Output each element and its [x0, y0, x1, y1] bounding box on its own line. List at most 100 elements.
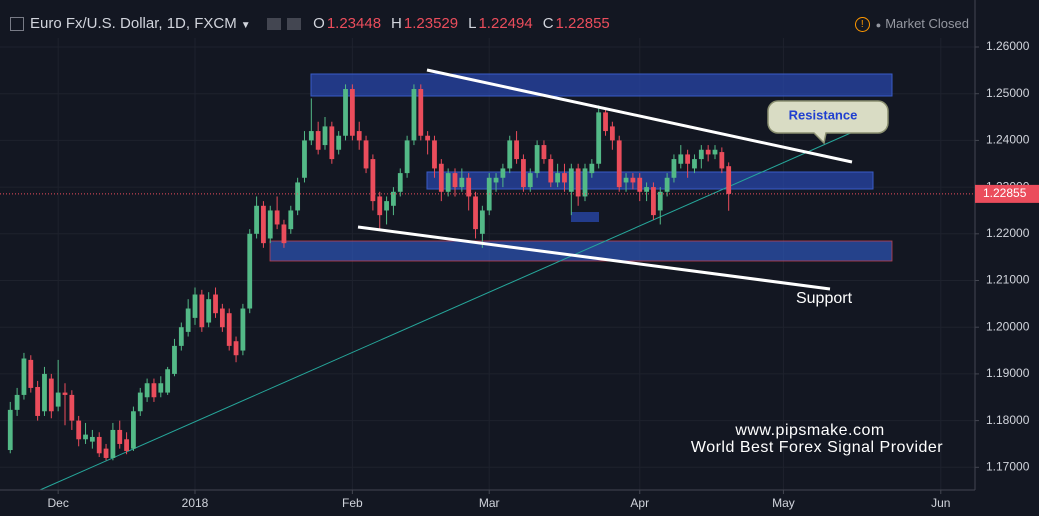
candle-body — [302, 140, 307, 178]
candle-body — [521, 159, 526, 188]
candle-body — [178, 327, 184, 346]
candle-body — [240, 308, 246, 351]
candle-body — [432, 140, 437, 169]
candle-body — [356, 131, 362, 141]
candle-body — [548, 159, 554, 183]
candles — [0, 84, 975, 461]
candle-body — [541, 145, 547, 160]
zones — [269, 73, 893, 262]
candle-body — [411, 89, 417, 141]
candle-body — [42, 373, 47, 412]
candle-body — [349, 89, 355, 136]
trend-line — [39, 127, 863, 491]
candle-body — [117, 429, 123, 444]
candle-body — [479, 210, 485, 234]
x-tick-label: 2018 — [182, 496, 209, 510]
header: Euro Fx/U.S. Dollar, 1D, FXCM ▼ O 1.23448 H… — [10, 12, 612, 36]
y-tick-label: 1.18000 — [986, 413, 1030, 427]
candle-body — [199, 294, 205, 328]
candle-body — [575, 168, 581, 197]
candle-body — [336, 135, 342, 150]
candle-body — [452, 173, 458, 188]
candle-body — [206, 299, 212, 323]
ohlc-legend: O 1.23448 H 1.23529 L 1.22494 C 1.22855 — [305, 15, 612, 32]
candle-body — [623, 177, 629, 183]
candle-body — [144, 383, 150, 398]
candle-body — [657, 191, 663, 211]
candle-body — [329, 126, 335, 160]
y-tick-label: 1.25000 — [986, 86, 1030, 100]
small-zone — [571, 212, 599, 222]
candle-body — [609, 126, 615, 141]
y-tick-label: 1.17000 — [986, 459, 1030, 473]
support-label: Support — [796, 290, 853, 307]
symbol-icon — [10, 17, 24, 32]
x-tick-label: Dec — [47, 496, 68, 510]
last-price-label: 1.22855 — [983, 186, 1027, 200]
website: www.pipsmake.com — [734, 422, 884, 439]
support-line — [357, 225, 831, 291]
last-price-box — [975, 184, 1039, 203]
candle-body — [555, 173, 561, 183]
status-icon[interactable]: ! — [854, 17, 870, 33]
mid-zone — [426, 171, 874, 190]
candle-body — [233, 341, 239, 356]
eye-icon[interactable] — [266, 18, 281, 31]
candle-body — [678, 154, 684, 164]
axes: 1.17000 1.18000 1.19000 1.20000 1.21000 1.220… — [47, 39, 1039, 510]
candle-body — [110, 429, 116, 458]
candle-body — [89, 436, 95, 442]
candle-body — [226, 313, 232, 346]
candle-body — [96, 436, 102, 454]
candle-body — [219, 308, 225, 328]
candle-body — [261, 205, 266, 244]
candle-body — [28, 359, 34, 388]
candle-body — [83, 434, 88, 440]
candle-body — [507, 140, 513, 169]
resistance-label: Resistance — [789, 107, 858, 122]
resistance-line — [426, 68, 853, 164]
candle-body — [582, 168, 588, 197]
status-dot: ● — [875, 20, 882, 30]
candle-body — [500, 168, 506, 178]
candle-body — [254, 205, 259, 234]
candle-body — [712, 149, 718, 155]
candle-body — [377, 196, 383, 216]
ohlc-key: O — [313, 15, 325, 32]
candle-body — [651, 187, 656, 216]
candle-body — [315, 131, 321, 150]
candle-body — [103, 448, 109, 458]
settings-icon[interactable] — [286, 18, 301, 31]
candle-body — [274, 210, 280, 225]
candle-body — [7, 409, 13, 451]
x-tick-label: Mar — [479, 496, 500, 510]
candle-body — [630, 177, 636, 183]
market-status: ! ● Market Closed — [854, 12, 969, 36]
candle-body — [719, 152, 725, 169]
ohlc-value: 1.22855 — [555, 15, 610, 32]
dropdown-arrow[interactable]: ▼ — [240, 20, 251, 31]
candle-body — [644, 187, 649, 192]
candle-body — [21, 358, 27, 395]
candle-body — [267, 210, 273, 239]
candle-body — [671, 159, 677, 178]
y-tick-label: 1.24000 — [986, 133, 1030, 147]
ohlc-value: 1.23448 — [326, 15, 382, 32]
candle-body — [685, 154, 691, 164]
candle-body — [69, 394, 75, 421]
candle-body — [76, 420, 82, 440]
candle-body — [247, 233, 253, 309]
ohlc-key: C — [542, 15, 554, 32]
ohlc-key: L — [468, 15, 477, 32]
resistance-zone — [310, 73, 893, 97]
candle-body — [55, 392, 61, 407]
symbol-title[interactable]: Euro Fx/U.S. Dollar, 1D, FXCM — [30, 15, 237, 32]
callout — [767, 100, 889, 145]
candle-body — [473, 196, 478, 230]
candle-body — [493, 177, 499, 183]
candle-body — [48, 378, 54, 412]
candle-body — [370, 159, 376, 202]
candle-body — [397, 173, 403, 192]
